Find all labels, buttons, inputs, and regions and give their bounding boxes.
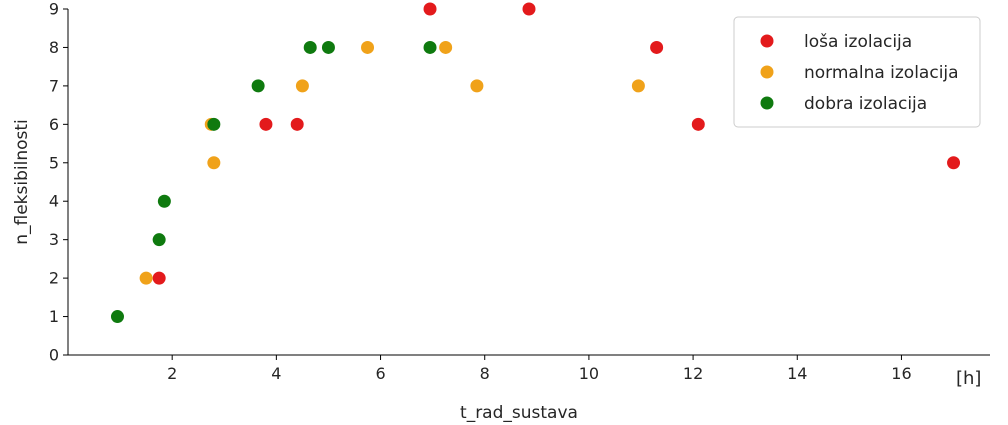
y-tick-label: 2: [49, 269, 59, 288]
y-axis-ticks: 0 1 2 3 4 5 6 7 8 9: [49, 0, 68, 365]
data-point: [631, 79, 645, 93]
legend-marker: [760, 65, 774, 79]
legend-frame: [733, 16, 981, 128]
y-tick-label: 1: [49, 307, 59, 326]
x-axis-unit-label: [h]: [956, 368, 981, 389]
scatter-points: [110, 2, 961, 324]
legend-label: loša izolacija: [804, 32, 912, 52]
y-tick-label: 9: [49, 0, 59, 19]
x-tick-label: 12: [683, 364, 703, 383]
y-tick-label: 7: [49, 76, 59, 95]
x-tick-label: 14: [787, 364, 807, 383]
data-point: [691, 117, 705, 131]
legend-marker: [760, 96, 774, 110]
data-point: [110, 310, 124, 324]
x-axis-ticks: 2 4 6 8 10 12 14 16: [167, 355, 912, 383]
data-point: [522, 2, 536, 16]
x-tick-label: 16: [891, 364, 911, 383]
data-point: [423, 40, 437, 54]
x-tick-label: 10: [579, 364, 599, 383]
data-point: [295, 79, 309, 93]
data-point: [251, 79, 265, 93]
y-tick-label: 4: [49, 192, 59, 211]
legend-label: dobra izolacija: [804, 94, 927, 114]
data-point: [439, 40, 453, 54]
data-point: [321, 40, 335, 54]
y-tick-label: 6: [49, 115, 59, 134]
data-point: [650, 40, 664, 54]
data-point: [207, 156, 221, 170]
legend: loša izolacija normalna izolacija dobra iz…: [733, 16, 981, 128]
y-tick-label: 8: [49, 38, 59, 57]
x-axis-title: t_rad_sustava: [460, 403, 578, 423]
data-point: [290, 117, 304, 131]
data-point: [259, 117, 273, 131]
data-point: [139, 271, 153, 285]
data-point: [470, 79, 484, 93]
data-point: [303, 40, 317, 54]
data-point: [152, 271, 166, 285]
y-axis-title: n_fleksibilnosti: [12, 119, 32, 245]
y-tick-label: 3: [49, 230, 59, 249]
data-point: [947, 156, 961, 170]
x-tick-label: 4: [271, 364, 281, 383]
data-point: [207, 117, 221, 131]
legend-label: normalna izolacija: [804, 63, 959, 83]
y-tick-label: 0: [49, 346, 59, 365]
legend-marker: [760, 34, 774, 48]
x-tick-label: 2: [167, 364, 177, 383]
data-point: [423, 2, 437, 16]
x-tick-label: 6: [375, 364, 385, 383]
y-tick-label: 5: [49, 153, 59, 172]
data-point: [157, 194, 171, 208]
x-tick-label: 8: [480, 364, 490, 383]
data-point: [152, 233, 166, 247]
data-point: [361, 40, 375, 54]
